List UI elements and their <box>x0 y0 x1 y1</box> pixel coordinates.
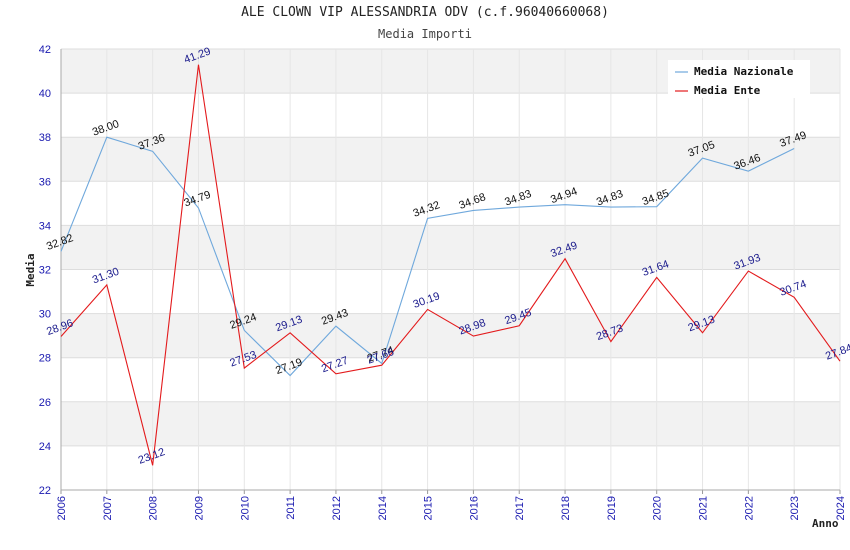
data-label: 34.94 <box>549 186 579 207</box>
data-label: 34.68 <box>457 191 487 212</box>
data-label: 34.83 <box>503 188 533 209</box>
axes <box>60 49 841 494</box>
y-tick-label: 28 <box>39 353 51 365</box>
x-tick-label: 2010 <box>239 496 251 520</box>
y-axis-label: Media <box>24 253 37 286</box>
legend-box <box>668 60 810 98</box>
x-tick-label: 2019 <box>606 496 618 520</box>
x-tick-label: 2016 <box>468 496 480 520</box>
y-tick-label: 26 <box>39 397 51 409</box>
grid-band <box>61 225 840 270</box>
x-tick-label: 2015 <box>423 496 435 520</box>
x-tick-label: 2020 <box>652 496 664 520</box>
grid-band <box>61 137 840 182</box>
grid-band <box>61 401 840 446</box>
x-tick-label: 2014 <box>377 496 389 520</box>
data-label: 34.85 <box>641 187 671 208</box>
x-tick-label: 2006 <box>56 496 68 520</box>
x-tick-label: 2021 <box>698 496 710 520</box>
grid-band <box>61 313 840 358</box>
data-label: 38.00 <box>91 118 121 139</box>
y-tick-label: 22 <box>39 485 51 497</box>
x-axis-label: Anno <box>812 517 839 530</box>
legend-label-ente: Media Ente <box>694 84 761 97</box>
plot-background-bands <box>61 49 840 446</box>
series-lines <box>60 64 841 466</box>
x-tick-label: 2018 <box>560 496 572 520</box>
series-line-media-ente <box>60 64 841 466</box>
x-tick-label: 2007 <box>102 496 114 520</box>
x-tick-label: 2017 <box>514 496 526 520</box>
x-tick-label: 2011 <box>285 496 297 520</box>
x-tick-label: 2023 <box>789 496 801 520</box>
data-label: 30.74 <box>778 278 808 299</box>
data-label: 30.19 <box>412 290 442 311</box>
x-tick-label: 2024 <box>835 496 847 520</box>
y-tick-label: 24 <box>39 441 51 453</box>
y-tick-label: 32 <box>39 265 51 277</box>
y-tick-label: 40 <box>39 88 51 100</box>
y-tick-label: 30 <box>39 309 51 321</box>
tick-labels: 22 24 26 28 30 32 34 36 38 40 42 2006 2007 2008 2009 20… <box>39 44 847 520</box>
x-tick-label: 2009 <box>193 496 205 520</box>
x-tick-label: 2012 <box>331 496 343 520</box>
y-tick-label: 42 <box>39 44 51 56</box>
y-tick-label: 36 <box>39 176 51 188</box>
series-line-media-nazionale <box>60 136 795 377</box>
data-label: 34.83 <box>595 188 625 209</box>
y-tick-label: 38 <box>39 132 51 144</box>
y-tick-label: 34 <box>39 220 51 232</box>
legend: Media Nazionale Media Ente <box>668 60 810 98</box>
chart-title: ALE CLOWN VIP ALESSANDRIA ODV (c.f.96040… <box>241 5 609 20</box>
x-tick-label: 2022 <box>743 496 755 520</box>
x-tick-label: 2008 <box>148 496 160 520</box>
legend-label-nazionale: Media Nazionale <box>694 65 794 78</box>
gridlines <box>60 48 841 491</box>
data-label: 23.12 <box>137 446 167 467</box>
chart-subtitle: Media Importi <box>378 27 472 41</box>
